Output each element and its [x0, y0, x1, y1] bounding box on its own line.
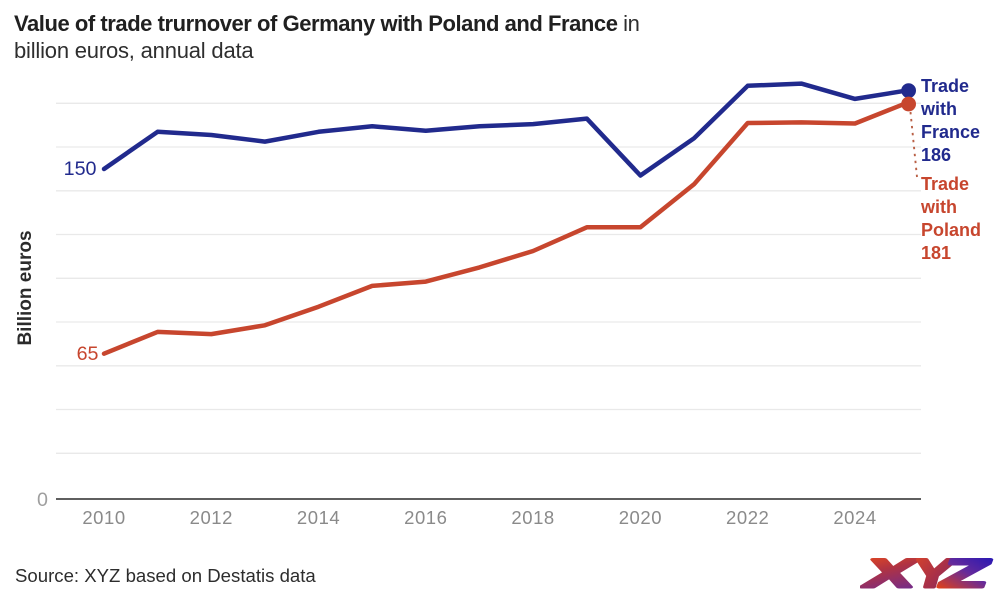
svg-text:2014: 2014: [297, 507, 340, 528]
svg-text:150: 150: [64, 158, 97, 180]
svg-text:X: X: [861, 554, 919, 594]
svg-text:2018: 2018: [511, 507, 554, 528]
svg-text:2016: 2016: [404, 507, 447, 528]
svg-text:2022: 2022: [726, 507, 769, 528]
svg-text:2024: 2024: [833, 507, 876, 528]
svg-text:2012: 2012: [190, 507, 233, 528]
svg-text:Z: Z: [939, 554, 991, 594]
svg-text:65: 65: [77, 343, 99, 365]
svg-text:0: 0: [37, 489, 48, 511]
svg-text:2010: 2010: [82, 507, 125, 528]
svg-text:2020: 2020: [619, 507, 662, 528]
svg-text:Y: Y: [913, 554, 957, 594]
